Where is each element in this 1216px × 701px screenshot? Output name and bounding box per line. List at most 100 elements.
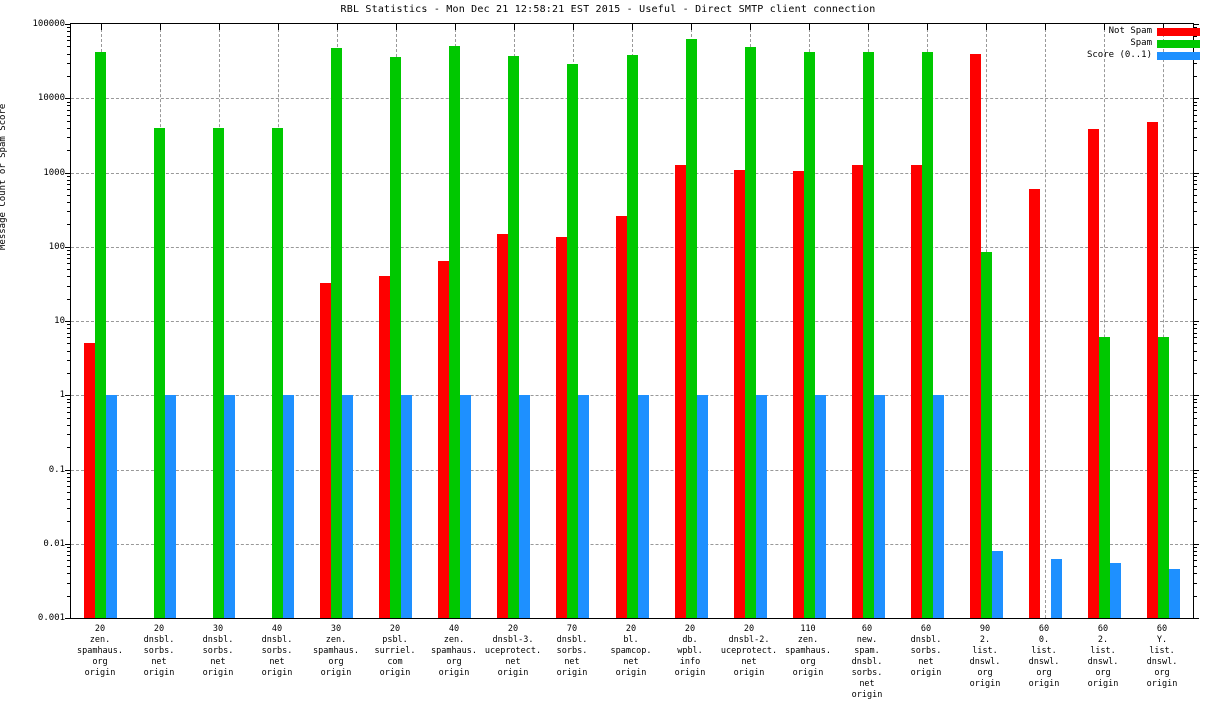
bar-spam <box>154 127 165 618</box>
y-axis-minor-tick <box>1193 194 1197 196</box>
y-axis-minor-tick <box>67 337 71 339</box>
y-axis-tick <box>65 24 71 25</box>
x-axis-tick <box>1104 24 1105 30</box>
y-axis-minor-tick <box>67 573 71 575</box>
x-axis-tick <box>219 24 220 30</box>
y-axis-minor-tick <box>67 194 71 196</box>
y-axis-minor-tick <box>67 175 71 177</box>
y-axis-minor-tick <box>67 434 71 436</box>
bar-notspam <box>852 165 863 618</box>
y-axis-minor-tick <box>67 476 71 478</box>
y-axis-minor-tick <box>67 62 71 64</box>
y-axis-minor-tick <box>1193 398 1197 400</box>
y-axis-minor-tick <box>1193 434 1197 436</box>
bar-score <box>519 395 530 618</box>
y-axis-minor-tick <box>67 224 71 226</box>
y-axis-tick <box>1193 395 1199 397</box>
y-axis-minor-tick <box>67 481 71 482</box>
y-axis-minor-tick <box>1193 175 1197 177</box>
y-axis-minor-tick <box>1193 332 1197 334</box>
y-axis-minor-tick <box>67 324 71 326</box>
bar-spam <box>686 39 697 618</box>
y-axis-minor-tick <box>67 188 71 190</box>
legend-swatch <box>1157 39 1200 48</box>
y-axis-minor-tick <box>1193 402 1197 404</box>
bar-score <box>283 395 294 618</box>
y-axis-minor-tick <box>67 332 71 334</box>
plot-area: 100000 10000 1000 100 10 1 0.1 0.01 0.001 <box>32 20 1199 623</box>
y-axis-minor-tick <box>67 566 71 568</box>
y-axis-minor-tick <box>1193 276 1197 278</box>
bar-spam <box>981 252 992 618</box>
y-axis-minor-tick <box>67 595 71 597</box>
bar-score <box>933 395 944 618</box>
y-axis-tick <box>1193 469 1199 471</box>
y-axis-minor-tick <box>67 53 71 55</box>
bar-notspam <box>675 164 686 618</box>
x-axis-label: 110 zen. spamhaus. org origin <box>784 624 832 678</box>
bar-score <box>342 395 353 618</box>
y-axis-minor-tick <box>67 105 71 107</box>
y-axis-minor-tick <box>67 328 71 330</box>
y-axis-tick <box>1193 24 1199 25</box>
bar-score <box>224 395 235 618</box>
y-axis-minor-tick <box>1193 499 1197 501</box>
y-axis-minor-tick <box>67 447 71 449</box>
y-axis-minor-tick <box>67 101 71 103</box>
x-axis-label: 20 dnsbl-3. uceprotect. net origin <box>484 624 542 678</box>
y-axis-tick <box>65 98 71 100</box>
bar-spam <box>213 127 224 618</box>
x-axis-label: 30 zen. spamhaus. org origin <box>312 624 360 678</box>
y-axis-minor-tick <box>1193 184 1197 185</box>
bar-score <box>815 395 826 618</box>
bar-score <box>697 395 708 618</box>
bar-notspam <box>970 53 981 618</box>
y-axis-tick <box>1193 321 1199 322</box>
y-axis-minor-tick <box>67 27 71 29</box>
y-axis-minor-tick <box>1193 573 1197 575</box>
y-axis-minor-tick <box>1193 285 1197 287</box>
bar-spam <box>449 45 460 618</box>
x-axis-tick <box>514 24 515 30</box>
x-axis-label: 20 psbl. surriel. com origin <box>374 624 416 678</box>
y-axis-tick <box>65 469 71 471</box>
bar-score <box>1110 563 1121 618</box>
bar-spam <box>922 51 933 618</box>
y-axis-minor-tick <box>1193 75 1197 77</box>
y-axis-minor-tick <box>67 521 71 523</box>
y-axis-minor-tick <box>67 114 71 116</box>
bar-spam <box>272 127 283 618</box>
legend-label: Not Spam <box>1108 26 1152 36</box>
y-axis-minor-tick <box>67 555 71 557</box>
y-axis-minor-tick <box>1193 566 1197 568</box>
y-axis-minor-tick <box>1193 547 1197 549</box>
bar-score <box>874 395 885 618</box>
y-axis-minor-tick <box>67 359 71 361</box>
y-axis-tick-label: 0.001 <box>37 613 65 623</box>
x-axis-tick <box>573 24 574 30</box>
x-axis-label: 40 dnsbl. sorbs. net origin <box>261 624 293 678</box>
x-axis-tick <box>868 24 869 30</box>
y-axis-minor-tick <box>67 582 71 584</box>
bar-notspam <box>793 170 804 618</box>
y-axis-minor-tick <box>1193 447 1197 449</box>
y-axis-minor-tick <box>67 75 71 77</box>
bar-notspam <box>1088 128 1099 618</box>
bar-spam <box>390 56 401 618</box>
y-axis-minor-tick <box>67 508 71 510</box>
legend-entry: Score (0..1) <box>1087 50 1200 61</box>
y-axis-minor-tick <box>1193 105 1197 107</box>
y-axis-minor-tick <box>67 184 71 185</box>
x-gridline <box>1045 24 1046 618</box>
y-axis-tick <box>1193 246 1199 248</box>
x-axis-label: 20 bl. spamcop. net origin <box>610 624 652 678</box>
bar-spam <box>627 55 638 618</box>
x-axis-label: 60 dnsbl. sorbs. net origin <box>910 624 942 678</box>
y-axis-minor-tick <box>1193 343 1197 345</box>
y-axis-minor-tick <box>1193 359 1197 361</box>
x-gridline <box>1104 24 1105 618</box>
y-axis-tick-label: 0.01 <box>43 538 65 549</box>
y-axis-minor-tick <box>1193 269 1197 271</box>
x-axis-label: 70 dnsbl. sorbs. net origin <box>556 624 588 678</box>
y-axis-minor-tick <box>1193 150 1197 152</box>
